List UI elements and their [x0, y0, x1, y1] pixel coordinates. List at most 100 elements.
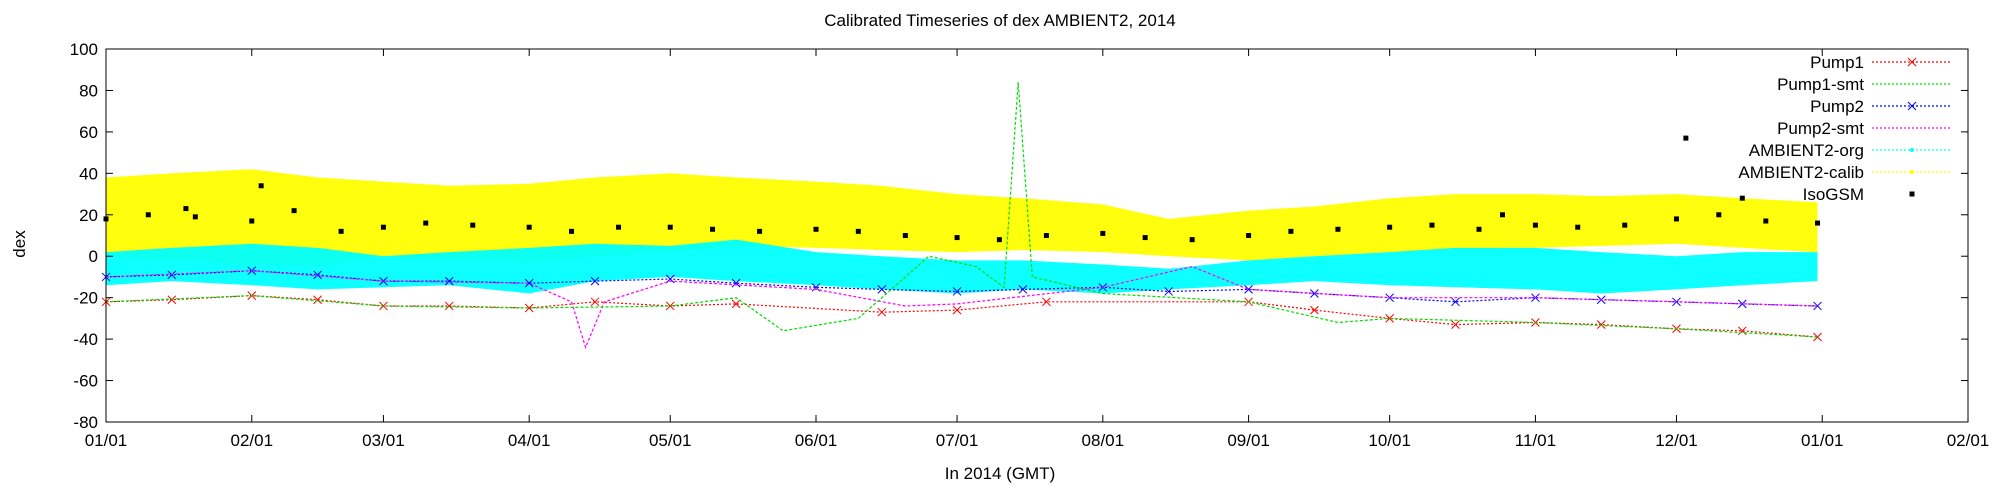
data-point [1673, 216, 1679, 222]
data-point [167, 270, 177, 280]
data-point [1042, 297, 1051, 307]
data-point [444, 276, 454, 286]
plot-frame [105, 48, 1969, 423]
data-point [952, 287, 962, 296]
legend-label: Pump1-smt [1777, 75, 1864, 94]
data-point [731, 299, 741, 309]
legend-marker [1907, 101, 1917, 111]
data-point [291, 208, 297, 214]
series-layer [101, 82, 1822, 350]
x-axis-label: In 2014 (GMT) [945, 464, 1056, 483]
x-tick-label: 01/01 [85, 431, 128, 450]
data-point [1246, 233, 1252, 238]
data-point [667, 224, 673, 230]
data-point [167, 295, 177, 305]
data-point [1335, 226, 1341, 232]
x-tick-label: 09/01 [1227, 431, 1270, 450]
legend-label: AMBIENT2-calib [1738, 163, 1864, 182]
data-point [1429, 222, 1435, 228]
data-point [1310, 305, 1319, 315]
data-point [569, 228, 574, 234]
y-tick-label: 100 [70, 40, 98, 59]
data-point [1385, 314, 1395, 323]
data-point [423, 220, 429, 226]
legend: Pump1 Pump1-smt Pump2 Pump2-smt AMBIENT2-org… [1738, 53, 1952, 204]
y-tick-label: 20 [79, 206, 98, 225]
series-line-pump1 [105, 294, 1818, 338]
data-point [877, 285, 887, 294]
data-point [145, 212, 151, 218]
data-point [954, 235, 960, 241]
data-point [757, 228, 763, 234]
data-point [313, 270, 322, 280]
data-point [710, 226, 716, 232]
data-point [1189, 237, 1195, 243]
x-tick-label: 02/01 [230, 431, 273, 450]
series-line-pump1-smt [105, 82, 1818, 338]
legend-marker [1910, 170, 1914, 174]
data-point [813, 226, 819, 232]
y-tick-label: 60 [79, 123, 98, 142]
data-point [313, 295, 322, 305]
x-tick-label: 08/01 [1082, 431, 1125, 450]
data-point [249, 218, 255, 224]
data-point [1142, 235, 1148, 241]
x-tick-label: 12/01 [1655, 431, 1698, 450]
data-point [952, 305, 962, 315]
legend-marker [1907, 57, 1917, 67]
data-point [1018, 285, 1028, 294]
data-point [470, 222, 476, 228]
series-pump2-smt [105, 265, 1818, 350]
data-point [877, 307, 887, 317]
data-point [1310, 289, 1319, 298]
data-point [1451, 320, 1460, 329]
legend-marker [1910, 148, 1914, 152]
data-point [1476, 226, 1482, 232]
data-point [1288, 228, 1294, 234]
x-tick-label: 02/01 [1947, 431, 1990, 450]
data-point [665, 301, 675, 311]
data-point [996, 237, 1002, 243]
data-point [1387, 224, 1393, 230]
data-point [192, 214, 198, 220]
x-tick-label: 01/01 [1801, 431, 1844, 450]
y-tick-label: 80 [79, 81, 98, 100]
y-tick-label: -80 [73, 413, 98, 432]
y-tick-label: -60 [73, 372, 98, 391]
data-point [380, 224, 386, 230]
legend-label: Pump2 [1810, 97, 1864, 116]
data-point [855, 228, 861, 234]
data-point [1164, 287, 1174, 296]
data-point [1043, 233, 1049, 238]
y-tick-label: -40 [73, 330, 98, 349]
data-point [1813, 301, 1822, 311]
series-ambient2-org [106, 239, 1818, 294]
axes-layer: -80 -60 -40 -20 0 20 40 60 80 100 01/01 02/01 03/01 0… [70, 40, 1990, 450]
data-point [526, 224, 532, 230]
legend-label: Pump1 [1810, 53, 1864, 72]
data-point [258, 183, 264, 189]
data-point [1737, 326, 1747, 336]
series-ambient2-calib [106, 169, 1818, 267]
x-tick-label: 10/01 [1368, 431, 1411, 450]
data-point [338, 228, 344, 234]
data-point [1683, 135, 1689, 141]
y-tick-label: 40 [79, 164, 98, 183]
y-axis-label: dex [10, 230, 29, 258]
legend-label: AMBIENT2-org [1749, 141, 1864, 160]
data-point [1244, 285, 1253, 294]
x-tick-label: 11/01 [1515, 431, 1556, 450]
x-tick-label: 04/01 [508, 431, 551, 450]
data-point [1532, 222, 1538, 228]
data-point [524, 278, 534, 288]
data-point [1815, 220, 1821, 226]
data-point [1739, 195, 1745, 201]
legend-marker [1909, 191, 1915, 197]
data-point [444, 301, 454, 311]
data-point [665, 274, 675, 284]
x-tick-label: 03/01 [362, 431, 405, 450]
data-point [1596, 320, 1606, 329]
data-point [811, 282, 821, 292]
data-point [616, 224, 622, 230]
